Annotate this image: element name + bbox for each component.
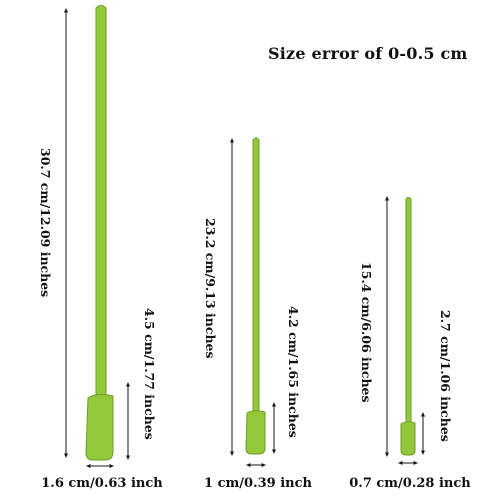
medium-total-length-label: 23.2 cm/9.13 inches — [203, 218, 218, 359]
spatula-medium — [245, 137, 266, 455]
medium-head-length-label: 4.2 cm/1.65 inches — [286, 306, 301, 438]
spatula-large-handle — [95, 5, 107, 399]
spatula-small — [400, 197, 416, 456]
spatula-large-head — [85, 393, 114, 461]
size-error-note: Size error of 0-0.5 cm — [268, 44, 468, 63]
small-total-length-label: 15.4 cm/6.06 inches — [359, 262, 374, 403]
large-total-length-label: 30.7 cm/12.09 inches — [38, 148, 53, 298]
large-head-width-label: 1.6 cm/0.63 inch — [41, 476, 163, 491]
spatula-medium-head — [245, 410, 266, 455]
spatula-small-head — [400, 421, 416, 456]
small-head-length-label: 2.7 cm/1.06 inches — [438, 310, 453, 442]
medium-head-width-label: 1 cm/0.39 inch — [204, 476, 312, 491]
small-head-width-label: 0.7 cm/0.28 inch — [349, 476, 471, 491]
spatula-medium-handle — [252, 137, 260, 414]
large-head-length-label: 4.5 cm/1.77 inches — [142, 308, 157, 440]
spatula-small-handle — [405, 197, 412, 425]
spatula-large — [85, 5, 114, 461]
